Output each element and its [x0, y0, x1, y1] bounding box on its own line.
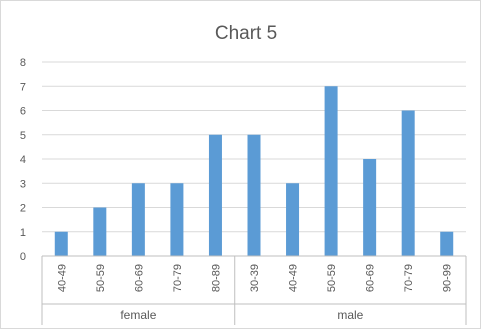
bar — [208, 134, 222, 256]
x-tick-label: 80-89 — [210, 264, 222, 292]
bar — [440, 231, 454, 256]
bar — [324, 86, 338, 256]
y-tick-label: 8 — [20, 57, 26, 69]
y-tick-label: 7 — [20, 81, 26, 93]
group-label: male — [337, 308, 363, 322]
chart-title: Chart 5 — [215, 23, 277, 44]
bar — [363, 159, 377, 256]
bar — [286, 183, 300, 256]
x-tick-label: 60-69 — [365, 264, 377, 292]
x-tick-label: 40-49 — [56, 264, 68, 292]
bar — [93, 207, 107, 256]
y-tick-label: 2 — [20, 203, 26, 215]
x-tick-label: 70-79 — [403, 264, 415, 292]
y-tick-label: 0 — [20, 251, 26, 263]
x-axis — [41, 255, 467, 325]
x-tick-label: 50-59 — [95, 264, 107, 292]
bar — [247, 134, 261, 256]
y-tick-label: 5 — [20, 130, 26, 142]
bar — [401, 110, 415, 256]
x-axis-labels: 40-49 50-59 60-69 70-79 80-89 30-39 40-49 50-59… — [56, 264, 453, 322]
bar — [131, 183, 145, 256]
x-tick-label: 40-49 — [288, 264, 300, 292]
y-axis-ticks: 0 1 2 3 4 5 6 7 8 — [20, 57, 26, 263]
bar — [170, 183, 184, 256]
y-tick-label: 3 — [20, 178, 26, 190]
group-label: female — [120, 308, 156, 322]
x-tick-label: 90-99 — [442, 264, 454, 292]
y-tick-label: 6 — [20, 106, 26, 118]
x-tick-label: 30-39 — [249, 264, 261, 292]
bars — [54, 86, 454, 256]
y-tick-label: 1 — [20, 227, 26, 239]
bar — [54, 231, 68, 256]
x-tick-label: 70-79 — [172, 264, 184, 292]
x-tick-label: 50-59 — [326, 264, 338, 292]
y-tick-label: 4 — [20, 154, 26, 166]
x-tick-label: 60-69 — [133, 264, 145, 292]
